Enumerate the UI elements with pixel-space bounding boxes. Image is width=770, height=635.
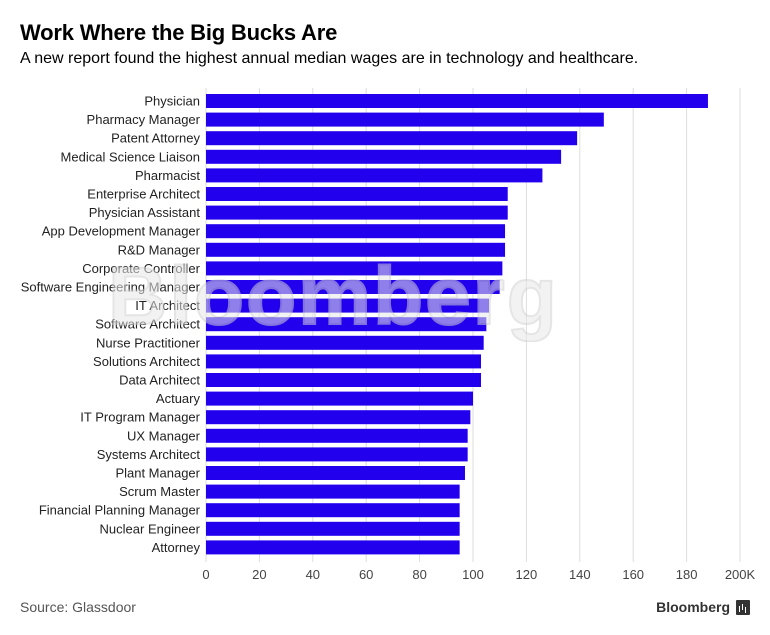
bar <box>206 317 487 332</box>
chart-subtitle: A new report found the highest annual me… <box>20 50 639 67</box>
category-label: Plant Manager <box>115 466 200 481</box>
category-label-layer: Physician Pharmacy Manager Patent Attorney… <box>21 94 201 555</box>
bar <box>206 131 578 146</box>
bar <box>206 391 473 406</box>
brand-logo: Bloomberg <box>656 599 750 615</box>
bar <box>206 280 500 294</box>
category-label: Financial Planning Manager <box>39 503 201 518</box>
x-tick-label: 80 <box>412 567 426 582</box>
category-label: Enterprise Architect <box>87 187 200 202</box>
x-tick-label: 60 <box>359 567 373 582</box>
x-tick-label: 140 <box>569 567 591 582</box>
bar-layer <box>206 94 708 555</box>
bar <box>206 484 460 499</box>
bar <box>206 187 508 201</box>
x-tick-label: 20 <box>252 567 266 582</box>
bar <box>206 168 543 183</box>
category-label: Medical Science Liaison <box>61 149 200 164</box>
bar <box>206 540 460 555</box>
x-tick-label: 100 <box>462 567 484 582</box>
category-label: Nurse Practitioner <box>96 335 201 350</box>
bar <box>206 466 465 480</box>
category-label: UX Manager <box>127 428 201 443</box>
category-label: IT Program Manager <box>80 410 200 425</box>
category-label: Physician Assistant <box>89 205 201 220</box>
category-label: IT Architect <box>135 298 200 313</box>
category-label: Attorney <box>152 540 201 555</box>
category-label: Pharmacist <box>135 168 200 183</box>
bar <box>206 410 471 425</box>
category-label: App Development Manager <box>42 224 201 239</box>
x-tick-label: 180 <box>676 567 698 582</box>
bar <box>206 224 506 239</box>
chart-title: Work Where the Big Bucks Are <box>20 20 338 45</box>
source-note: Source: Glassdoor <box>20 599 136 615</box>
brand-name: Bloomberg <box>656 599 730 615</box>
x-tick-label: 120 <box>516 567 538 582</box>
category-label: Software Architect <box>95 317 200 332</box>
category-label: Nuclear Engineer <box>100 521 201 536</box>
x-tick-label: 0 <box>202 567 209 582</box>
x-tick-label: 40 <box>306 567 320 582</box>
x-tick-label: 160 <box>622 567 644 582</box>
bar <box>206 335 484 350</box>
category-label: Patent Attorney <box>111 131 200 146</box>
category-label: R&D Manager <box>118 242 201 257</box>
category-label: Systems Architect <box>97 447 201 462</box>
bar <box>206 298 490 313</box>
chart-icon <box>736 599 750 615</box>
category-label: Corporate Controller <box>82 261 200 276</box>
category-label: Scrum Master <box>119 484 201 499</box>
category-label: Solutions Architect <box>93 354 200 369</box>
bar <box>206 261 503 276</box>
bar <box>206 205 508 220</box>
bar <box>206 373 482 387</box>
bar <box>206 447 468 462</box>
category-label: Data Architect <box>119 373 200 388</box>
x-tick-layer: 0 20 40 60 80 100 120 140 160 180 200K <box>202 567 755 582</box>
category-label: Software Engineering Manager <box>21 280 201 295</box>
bar <box>206 503 460 518</box>
bar <box>206 428 468 443</box>
category-label: Pharmacy Manager <box>87 112 201 127</box>
bar <box>206 354 482 369</box>
bar <box>206 242 506 257</box>
bar <box>206 149 562 164</box>
category-label: Physician <box>144 94 200 109</box>
bar <box>206 94 708 108</box>
bar <box>206 112 604 127</box>
x-tick-label: 200K <box>725 567 756 582</box>
category-label: Actuary <box>156 391 201 406</box>
bar <box>206 521 460 536</box>
